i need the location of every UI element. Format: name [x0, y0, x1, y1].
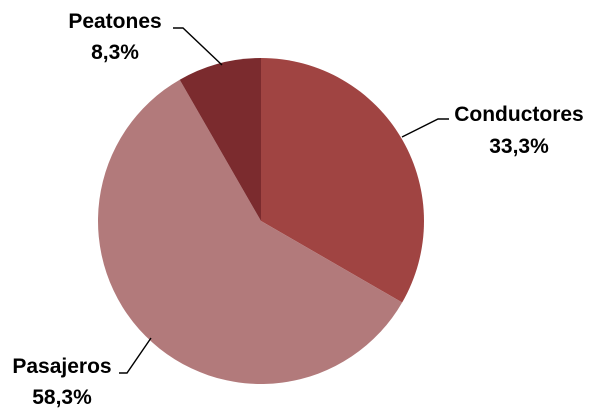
pie-slice-peatones: [179, 58, 261, 221]
label-peatones-value: 8,3%: [91, 41, 139, 64]
label-peatones-name: Peatones: [68, 10, 161, 33]
pie-slice-conductores: [261, 58, 424, 303]
leader-line-pasajeros: [119, 337, 152, 374]
pie-slices: [97, 58, 424, 385]
leader-line-conductores: [401, 118, 449, 138]
leader-line-peatones: [173, 27, 223, 66]
label-conductores-value: 33,3%: [489, 135, 549, 158]
label-conductores-name: Conductores: [454, 103, 584, 126]
label-pasajeros-value: 58,3%: [32, 386, 92, 408]
pie-slice-pasajeros: [97, 79, 403, 385]
label-pasajeros-name: Pasajeros: [12, 355, 111, 378]
